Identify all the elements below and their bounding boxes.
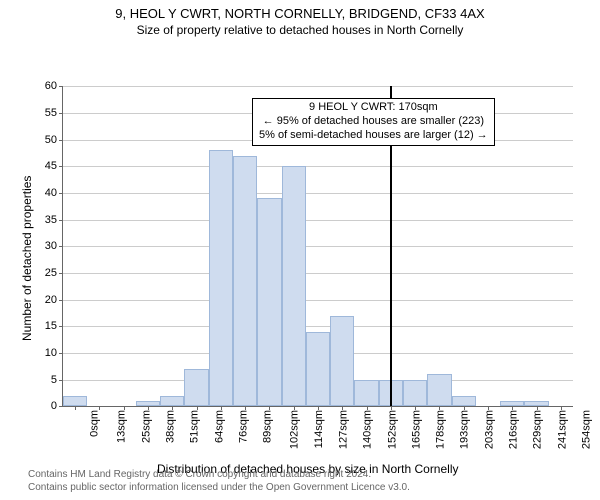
gridline bbox=[63, 246, 573, 247]
x-tick-mark bbox=[99, 406, 100, 410]
histogram-bar bbox=[427, 374, 451, 406]
gridline bbox=[63, 86, 573, 87]
y-tick-mark bbox=[59, 166, 63, 167]
x-tick-label: 114sqm bbox=[313, 410, 325, 448]
footer-line-2: Contains public sector information licen… bbox=[28, 482, 410, 495]
x-tick-mark bbox=[488, 406, 489, 410]
x-tick-label: 193sqm bbox=[459, 410, 471, 449]
x-tick-label: 203sqm bbox=[483, 410, 495, 449]
annotation-box: 9 HEOL Y CWRT: 170sqm← 95% of detached h… bbox=[252, 98, 495, 145]
gridline bbox=[63, 193, 573, 194]
y-tick-mark bbox=[59, 193, 63, 194]
x-tick-mark bbox=[318, 406, 319, 410]
x-tick-mark bbox=[294, 406, 295, 410]
y-tick-mark bbox=[59, 113, 63, 114]
y-tick-mark bbox=[59, 300, 63, 301]
gridline bbox=[63, 166, 573, 167]
annotation-line: 5% of semi-detached houses are larger (1… bbox=[259, 129, 488, 143]
footer-line-1: Contains HM Land Registry data © Crown c… bbox=[28, 469, 410, 482]
x-tick-mark bbox=[75, 406, 76, 410]
histogram-bar bbox=[354, 380, 378, 407]
x-tick-label: 241sqm bbox=[556, 410, 568, 449]
gridline bbox=[63, 326, 573, 327]
x-tick-label: 13sqm bbox=[116, 410, 128, 443]
y-tick-mark bbox=[59, 406, 63, 407]
histogram-bar bbox=[452, 396, 476, 407]
histogram-bar bbox=[63, 396, 87, 407]
y-tick-mark bbox=[59, 380, 63, 381]
x-tick-mark bbox=[391, 406, 392, 410]
x-tick-mark bbox=[148, 406, 149, 410]
histogram-bar bbox=[184, 369, 208, 406]
y-tick-mark bbox=[59, 246, 63, 247]
x-tick-mark bbox=[172, 406, 173, 410]
x-tick-mark bbox=[439, 406, 440, 410]
histogram-bar bbox=[233, 156, 257, 407]
x-tick-label: 254sqm bbox=[580, 410, 592, 449]
x-tick-mark bbox=[512, 406, 513, 410]
gridline bbox=[63, 300, 573, 301]
histogram-bar bbox=[282, 166, 306, 406]
x-tick-mark bbox=[245, 406, 246, 410]
x-tick-mark bbox=[197, 406, 198, 410]
x-tick-mark bbox=[415, 406, 416, 410]
x-tick-label: 229sqm bbox=[532, 410, 544, 449]
y-tick-mark bbox=[59, 86, 63, 87]
y-tick-mark bbox=[59, 140, 63, 141]
x-tick-label: 127sqm bbox=[338, 410, 350, 449]
histogram-bar bbox=[330, 316, 354, 407]
title-line-2: Size of property relative to detached ho… bbox=[0, 23, 600, 39]
x-tick-mark bbox=[464, 406, 465, 410]
x-tick-label: 102sqm bbox=[289, 410, 301, 449]
x-tick-mark bbox=[561, 406, 562, 410]
gridline bbox=[63, 273, 573, 274]
annotation-line: 9 HEOL Y CWRT: 170sqm bbox=[259, 101, 488, 115]
x-tick-mark bbox=[367, 406, 368, 410]
y-tick-mark bbox=[59, 220, 63, 221]
x-tick-label: 64sqm bbox=[213, 410, 225, 443]
gridline bbox=[63, 220, 573, 221]
histogram-bar bbox=[403, 380, 427, 407]
x-tick-label: 178sqm bbox=[435, 410, 447, 449]
annotation-line: ← 95% of detached houses are smaller (22… bbox=[259, 115, 488, 129]
x-tick-mark bbox=[342, 406, 343, 410]
histogram-bar bbox=[306, 332, 330, 407]
x-tick-label: 165sqm bbox=[410, 410, 422, 449]
x-tick-label: 76sqm bbox=[237, 410, 249, 443]
y-tick-mark bbox=[59, 353, 63, 354]
x-tick-label: 216sqm bbox=[508, 410, 520, 449]
x-tick-label: 89sqm bbox=[262, 410, 274, 443]
footer-attribution: Contains HM Land Registry data © Crown c… bbox=[28, 469, 410, 494]
x-tick-label: 25sqm bbox=[140, 410, 152, 443]
x-tick-label: 140sqm bbox=[362, 410, 374, 449]
y-tick-mark bbox=[59, 326, 63, 327]
x-tick-mark bbox=[124, 406, 125, 410]
histogram-bar bbox=[257, 198, 281, 406]
x-tick-mark bbox=[221, 406, 222, 410]
x-tick-mark bbox=[269, 406, 270, 410]
histogram-bar bbox=[160, 396, 184, 407]
x-tick-label: 51sqm bbox=[189, 410, 201, 443]
x-tick-label: 38sqm bbox=[165, 410, 177, 443]
histogram-bar bbox=[209, 150, 233, 406]
x-tick-label: 0sqm bbox=[89, 410, 101, 437]
x-tick-label: 152sqm bbox=[386, 410, 398, 449]
y-axis-label: Number of detached properties bbox=[20, 176, 34, 341]
title-line-1: 9, HEOL Y CWRT, NORTH CORNELLY, BRIDGEND… bbox=[0, 6, 600, 23]
y-tick-mark bbox=[59, 273, 63, 274]
chart-container: 9, HEOL Y CWRT, NORTH CORNELLY, BRIDGEND… bbox=[0, 0, 600, 500]
x-tick-mark bbox=[537, 406, 538, 410]
